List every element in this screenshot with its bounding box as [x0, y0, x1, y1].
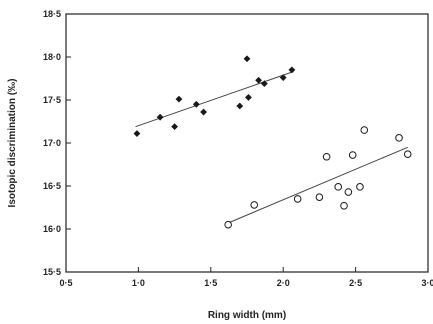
- data-point-circle: [322, 152, 331, 161]
- data-point-circle: [340, 201, 348, 210]
- data-point-circle: [315, 193, 324, 201]
- points-group: [133, 55, 412, 229]
- data-point-diamond: [243, 55, 251, 63]
- x-tick-label: 1·0: [132, 278, 145, 288]
- y-tick-label: 16·0: [43, 224, 61, 234]
- data-point-diamond: [260, 80, 268, 88]
- tick-group: 0·5 1·0 1·5 2·0 2·5 3·0 15·5 16·0 16·5 17·0 17·5 18…: [43, 9, 433, 288]
- data-point-diamond: [133, 130, 141, 137]
- data-point-circle: [348, 151, 357, 159]
- x-axis-title: Ring width (mm): [208, 310, 286, 321]
- trend-line-2: [227, 146, 408, 224]
- data-point-circle: [403, 150, 412, 158]
- y-tick-label: 17·5: [43, 95, 61, 105]
- y-tick-label: 16·5: [43, 181, 61, 191]
- y-tick-label: 18·0: [43, 52, 61, 62]
- x-tick-label: 2·5: [349, 278, 362, 288]
- data-point-circle: [395, 134, 403, 142]
- data-point-circle: [224, 220, 232, 229]
- data-point-circle: [293, 195, 302, 203]
- data-point-circle: [250, 201, 259, 209]
- data-point-circle: [360, 126, 369, 134]
- trendline-group: [135, 71, 408, 224]
- y-tick-label: 15·5: [43, 267, 61, 277]
- y-tick-label: 17·0: [43, 138, 61, 148]
- y-axis-title: Isotopic discrimination (‰): [7, 79, 18, 208]
- data-point-circle: [356, 183, 364, 191]
- data-point-circle: [344, 188, 353, 196]
- data-point-diamond: [279, 74, 287, 82]
- x-tick-label: 3·0: [421, 278, 433, 288]
- data-point-diamond: [200, 108, 207, 116]
- plot-frame: [65, 13, 429, 273]
- data-point-diamond: [255, 76, 262, 84]
- y-tick-label: 18·5: [43, 9, 61, 19]
- data-point-circle: [334, 183, 343, 191]
- data-point-diamond: [245, 94, 252, 101]
- x-tick-label: 1·5: [204, 278, 217, 288]
- x-tick-label: 2·0: [277, 278, 290, 288]
- x-tick-label: 0·5: [59, 278, 72, 288]
- data-point-diamond: [171, 123, 178, 131]
- data-point-diamond: [192, 100, 200, 108]
- data-point-diamond: [156, 113, 164, 121]
- data-point-diamond: [288, 66, 296, 74]
- data-point-diamond: [175, 95, 183, 103]
- data-point-diamond: [236, 102, 244, 110]
